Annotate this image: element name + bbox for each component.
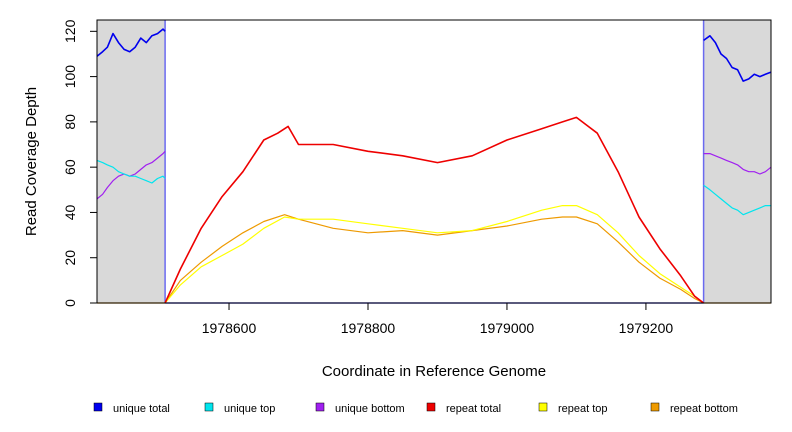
x-axis: 1978600 1978800 1979000 1979200 (202, 303, 674, 336)
series-unique-top-segment-1 (96, 159, 166, 184)
x-tick-label-1978800: 1978800 (341, 320, 396, 336)
legend-swatch-repeat-bottom (650, 402, 660, 412)
legend-swatch-unique-top (204, 402, 214, 412)
series-unique-bottom-segment-1 (96, 150, 166, 200)
legend: unique total unique top unique bottom repea… (93, 402, 738, 415)
series-layer (96, 28, 772, 304)
x-tick-label-1979200: 1979200 (619, 320, 674, 336)
legend-label-repeat-bottom: repeat bottom (670, 403, 738, 415)
y-tick-label-100: 100 (62, 65, 78, 89)
legend-label-unique-top: unique top (224, 403, 275, 415)
series-repeat-top-segment-1 (164, 205, 704, 304)
legend-label-repeat-top: repeat top (558, 403, 608, 415)
y-tick-label-0: 0 (62, 299, 78, 307)
series-repeat-total-segment-1 (164, 116, 705, 304)
legend-label-repeat-total: repeat total (446, 403, 501, 415)
x-tick-label-1979000: 1979000 (480, 320, 535, 336)
legend-swatch-repeat-total (426, 402, 436, 412)
y-tick-label-60: 60 (62, 159, 78, 175)
series-unique-total-segment-2 (703, 35, 772, 82)
y-axis-title: Read Coverage Depth (23, 87, 40, 236)
y-tick-label-80: 80 (62, 114, 78, 130)
legend-swatch-repeat-top (538, 402, 548, 412)
unique-region-shade-2 (703, 20, 771, 303)
series-unique-top-segment-2 (703, 184, 771, 216)
y-tick-label-40: 40 (62, 204, 78, 220)
legend-label-unique-total: unique total (113, 403, 170, 415)
legend-swatch-unique-total (93, 402, 103, 412)
legend-label-unique-bottom: unique bottom (335, 403, 405, 415)
x-axis-title: Coordinate in Reference Genome (322, 363, 546, 380)
y-tick-label-120: 120 (62, 19, 78, 43)
series-unique-bottom-segment-2 (703, 153, 772, 175)
unique-region-shade-1 (97, 20, 166, 303)
y-axis: 0 20 40 60 80 100 120 (62, 19, 98, 307)
series-unique-total-segment-1 (96, 28, 166, 57)
y-tick-label-20: 20 (62, 250, 78, 266)
legend-swatch-unique-bottom (315, 402, 325, 412)
series-repeat-bottom-segment-1 (164, 214, 704, 304)
x-tick-label-1978600: 1978600 (202, 320, 257, 336)
